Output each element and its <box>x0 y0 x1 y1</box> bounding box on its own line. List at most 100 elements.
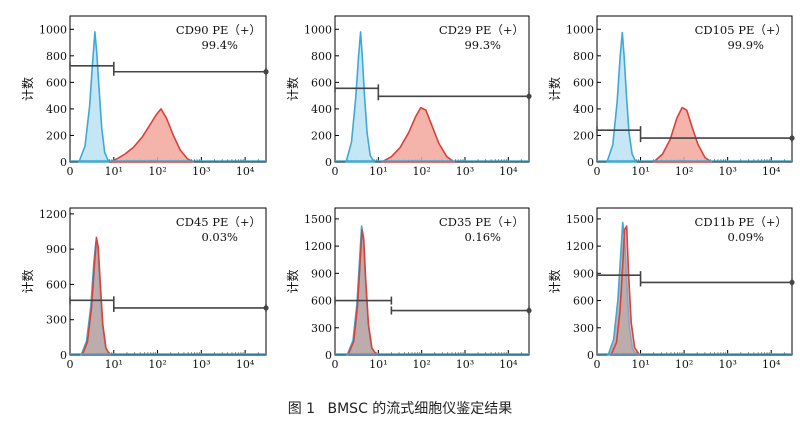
y-axis-label: 计数 <box>285 77 300 101</box>
y-tick-label: 0 <box>60 156 67 169</box>
positive-percent: 0.03% <box>201 230 238 244</box>
marker-title: CD29 PE（+） <box>439 23 524 37</box>
gate-end-dot <box>789 135 795 141</box>
y-tick-label: 1500 <box>566 213 594 226</box>
marker-histogram <box>347 229 378 356</box>
marker-title: CD90 PE（+） <box>176 23 261 37</box>
marker-title: CD35 PE（+） <box>439 215 524 229</box>
positive-percent: 0.16% <box>464 230 501 244</box>
x-tick-label: 10⁴ <box>499 358 518 371</box>
positive-percent: 99.3% <box>464 38 501 52</box>
figure-caption: 图 1 BMSC 的流式细胞仪鉴定结果 <box>0 398 800 418</box>
x-tick-label: 10⁴ <box>499 165 518 178</box>
x-tick-label: 10¹ <box>105 165 123 178</box>
histogram-panel: 0 300 600 900 1200 1500 0 10¹ 10² 10³ 10⁴ 计数 CD35 PE… <box>285 207 532 371</box>
gate-end-dot <box>263 305 269 311</box>
x-tick-label: 10³ <box>456 358 474 371</box>
x-tick-label: 10¹ <box>631 165 649 178</box>
positive-gate <box>112 67 269 76</box>
y-tick-label: 0 <box>587 156 594 169</box>
x-tick-label: 10¹ <box>631 358 649 371</box>
negative-gate <box>69 296 115 305</box>
marker-title: CD11b PE（+） <box>695 215 787 229</box>
y-tick-label: 200 <box>311 129 332 142</box>
histogram-panel: 0 300 600 900 1200 0 10¹ 10² 10³ 10⁴ 计数 CD45 PE（+）0… <box>20 207 269 371</box>
x-tick-label: 10⁴ <box>762 165 781 178</box>
y-tick-label: 900 <box>311 267 332 280</box>
y-tick-label: 0 <box>325 156 332 169</box>
x-tick-label: 10² <box>148 165 166 178</box>
y-axis-label: 计数 <box>547 77 562 101</box>
positive-percent: 0.09% <box>727 230 764 244</box>
marker-histogram <box>108 108 194 163</box>
x-tick-label: 10³ <box>456 165 474 178</box>
marker-title: CD105 PE（+） <box>695 23 787 37</box>
x-tick-label: 10³ <box>718 165 736 178</box>
y-tick-label: 1200 <box>566 240 594 253</box>
y-tick-label: 400 <box>311 103 332 116</box>
x-tick-label: 0 <box>594 358 601 371</box>
y-tick-label: 600 <box>46 76 67 89</box>
y-tick-label: 600 <box>573 295 594 308</box>
marker-title: CD45 PE（+） <box>176 215 261 229</box>
y-tick-label: 300 <box>573 322 594 335</box>
y-axis-label: 计数 <box>20 269 35 293</box>
x-tick-label: 10² <box>675 358 693 371</box>
histogram-panel: 0 200 400 600 800 1000 0 10¹ 10² 10³ 10⁴ 计数 CD105 PE… <box>547 15 795 178</box>
negative-gate <box>596 271 642 280</box>
y-tick-label: 600 <box>573 76 594 89</box>
x-tick-label: 10⁴ <box>762 358 781 371</box>
y-tick-label: 1000 <box>39 23 67 36</box>
histogram-panel: 0 200 400 600 800 1000 0 10¹ 10² 10³ 10⁴ 计数 CD90 PE（… <box>20 15 269 178</box>
x-tick-label: 10² <box>675 165 693 178</box>
y-tick-label: 1000 <box>566 23 594 36</box>
y-tick-label: 200 <box>573 129 594 142</box>
y-tick-label: 800 <box>46 50 67 63</box>
gate-end-dot <box>263 69 269 75</box>
y-tick-label: 400 <box>46 103 67 116</box>
gate-end-dot <box>526 93 532 99</box>
x-tick-label: 10⁴ <box>236 165 255 178</box>
y-tick-label: 400 <box>573 103 594 116</box>
x-tick-label: 10¹ <box>105 358 123 371</box>
y-axis-label: 计数 <box>285 269 300 293</box>
marker-histogram <box>81 236 111 356</box>
x-tick-label: 0 <box>67 165 74 178</box>
marker-histogram <box>652 106 713 163</box>
x-tick-label: 10¹ <box>369 358 387 371</box>
y-axis-label: 计数 <box>20 77 35 101</box>
y-tick-label: 300 <box>46 314 67 327</box>
gate-end-dot <box>526 307 532 314</box>
isotype-control-histogram <box>78 31 113 163</box>
histogram-panel: 0 200 400 600 800 1000 0 10¹ 10² 10³ 10⁴ 计数 CD29 PE（… <box>285 15 532 178</box>
x-tick-label: 0 <box>67 358 74 371</box>
x-tick-label: 10³ <box>718 358 736 371</box>
positive-gate <box>377 92 532 101</box>
y-tick-label: 900 <box>46 243 67 256</box>
y-tick-label: 1200 <box>304 240 332 253</box>
y-tick-label: 1500 <box>304 213 332 226</box>
gate-end-dot <box>789 279 795 286</box>
x-tick-label: 10² <box>412 165 430 178</box>
negative-gate <box>334 84 380 93</box>
marker-histogram <box>381 106 455 163</box>
y-tick-label: 600 <box>46 278 67 291</box>
positive-percent: 99.9% <box>727 38 764 52</box>
y-tick-label: 1200 <box>39 208 67 221</box>
y-tick-label: 800 <box>573 50 594 63</box>
y-tick-label: 800 <box>311 50 332 63</box>
y-axis-label: 计数 <box>547 269 562 293</box>
y-tick-label: 600 <box>311 295 332 308</box>
negative-gate <box>596 126 642 135</box>
x-tick-label: 0 <box>332 165 339 178</box>
figure-label: 图 1 <box>287 401 316 417</box>
isotype-control-histogram <box>345 31 375 163</box>
x-tick-label: 10² <box>148 358 166 371</box>
figure-caption-text: BMSC 的流式细胞仪鉴定结果 <box>327 401 513 417</box>
plot-frame <box>69 207 267 356</box>
y-tick-label: 200 <box>46 129 67 142</box>
negative-gate <box>334 296 393 305</box>
positive-gate <box>112 303 269 312</box>
x-tick-label: 10² <box>412 358 430 371</box>
plot-frame <box>334 207 530 356</box>
